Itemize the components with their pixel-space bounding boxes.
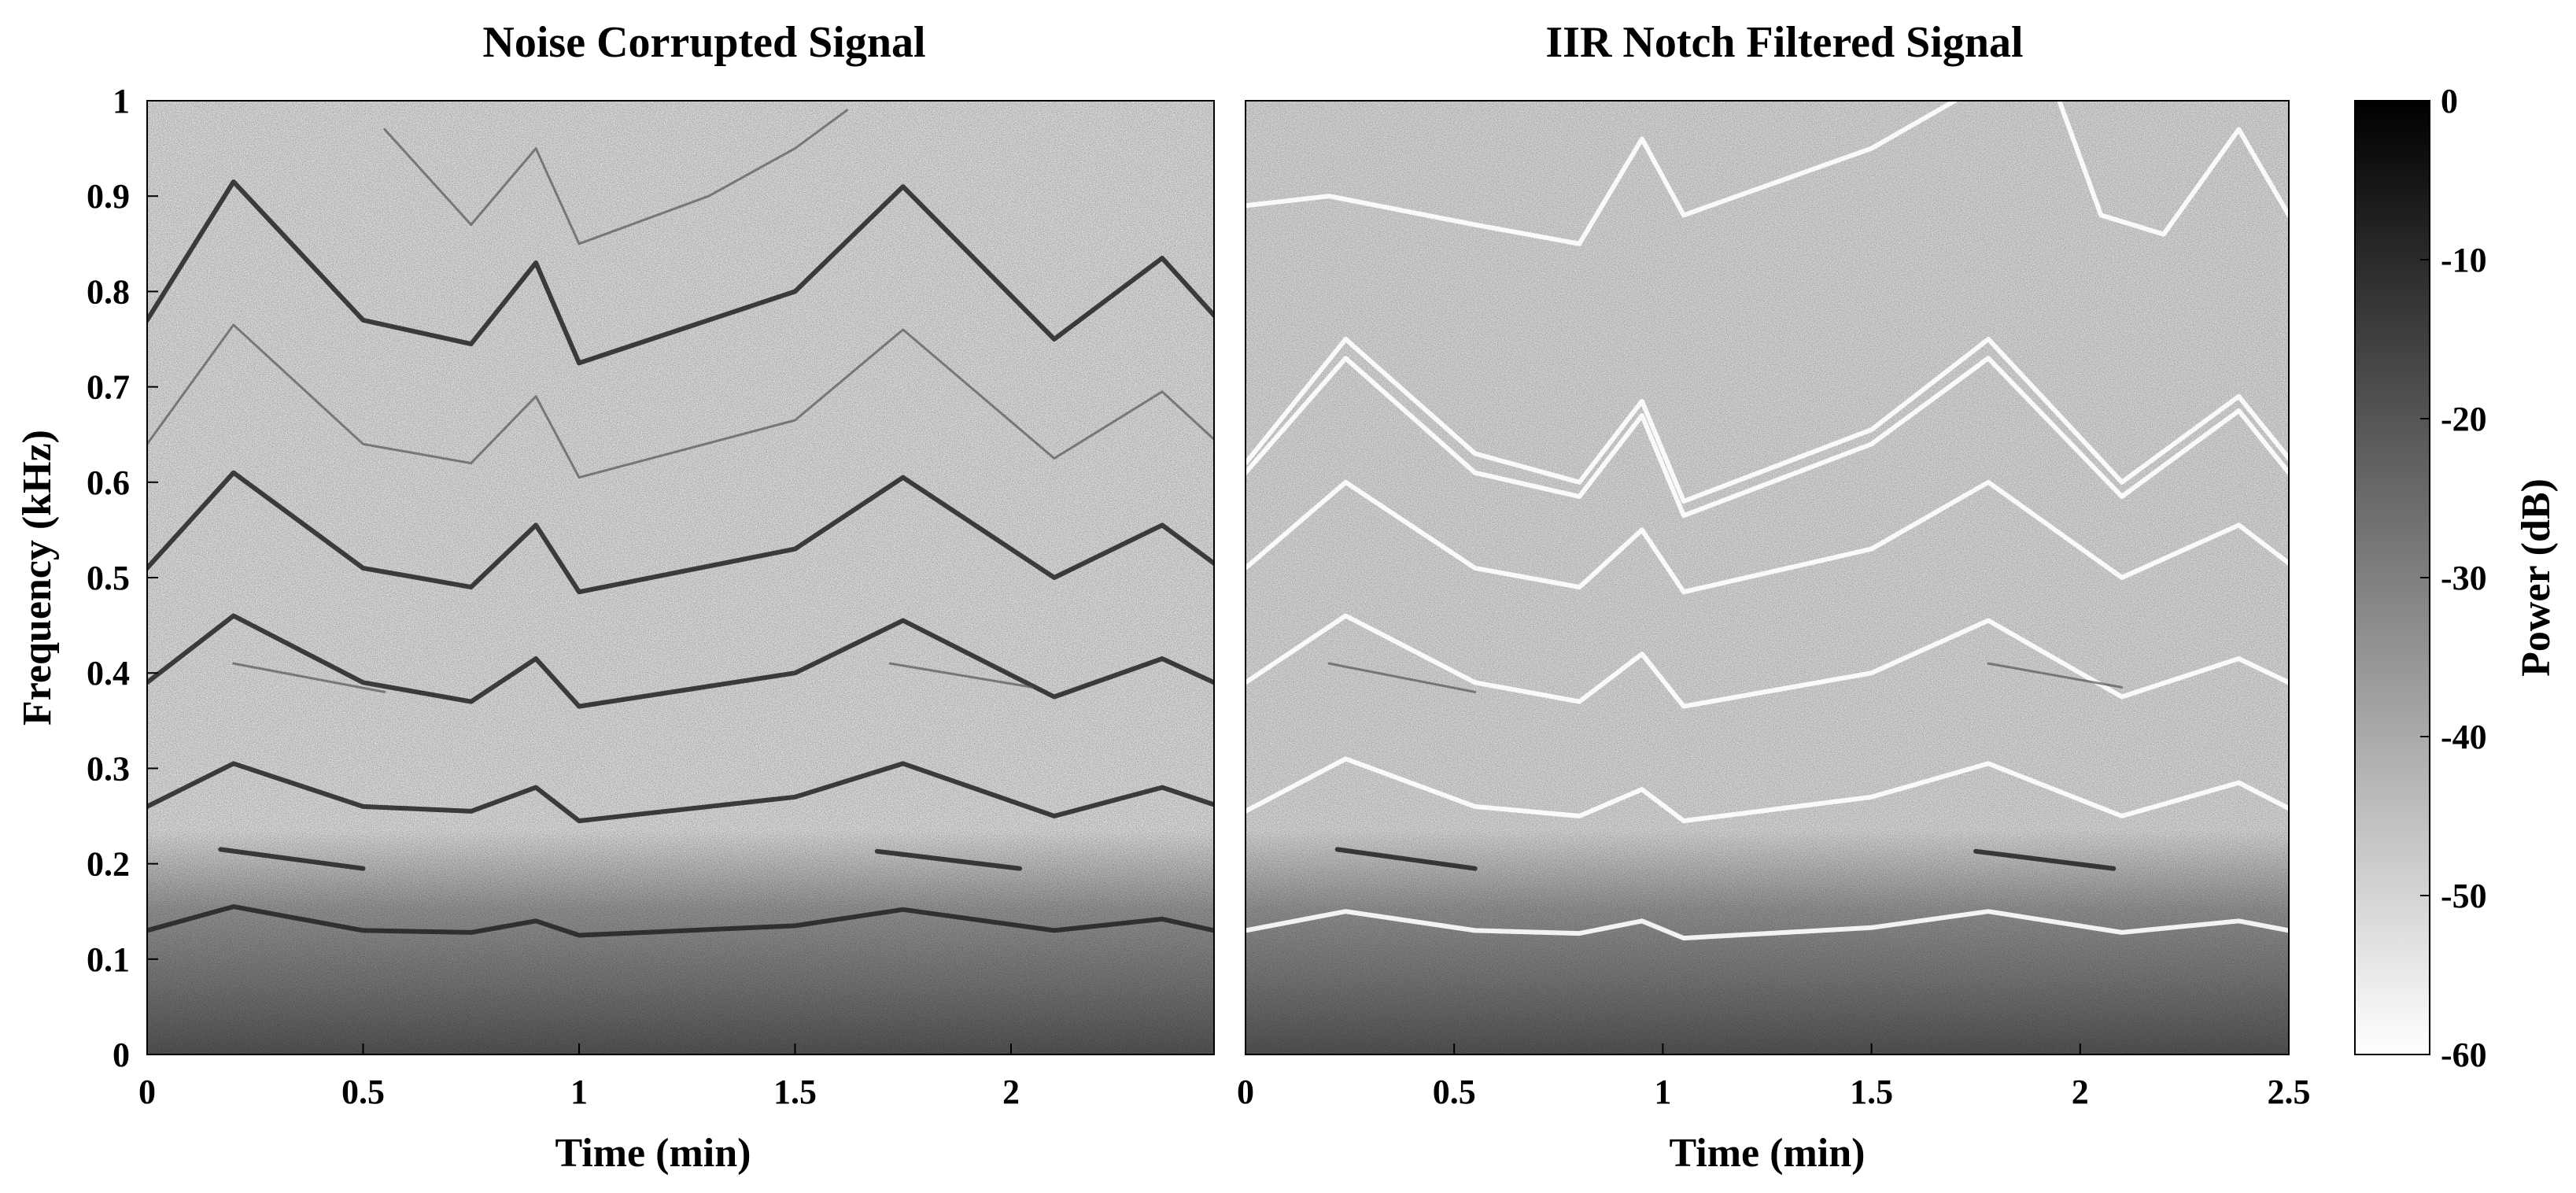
y-tick-label: 0.7	[87, 368, 130, 407]
y-tick-label: 0.1	[87, 940, 130, 979]
spectral-track	[1246, 479, 2289, 595]
y-tick-label: 1	[113, 82, 130, 120]
y-tick-label: 0.6	[87, 464, 130, 502]
colorbar-label: Power (dB)	[2514, 478, 2559, 677]
left-y-tick-labels: 0 0.1 0.2 0.3 0.4 0.5 0.6 0.7 0.8 0.9 1	[87, 82, 158, 1074]
right-noise-texture	[1246, 101, 2289, 1054]
colorbar-tick-label: -10	[2441, 241, 2487, 279]
y-tick-label: 0.3	[87, 749, 130, 788]
x-tick-label: 0	[1237, 1073, 1254, 1111]
right-panel-title: IIR Notch Filtered Signal	[1545, 18, 2023, 67]
right-spectrogram-panel: IIR Notch Filtered Signal 0 0.5 1 1.5 2 2.5 T…	[1237, 18, 2311, 1176]
spectral-track	[1246, 337, 2289, 504]
colorbar: 0 -10 -20 -30 -40 -50 -60 Power (dB)	[2354, 82, 2559, 1074]
y-tick-label: 0.2	[87, 845, 130, 884]
right-x-axis-label: Time (min)	[1670, 1131, 1866, 1176]
spectral-track	[147, 761, 1214, 824]
left-x-tick-labels: 0 0.5 1 1.5 2	[138, 1043, 1020, 1111]
x-tick-label: 2	[2072, 1073, 2089, 1111]
spectral-track	[1246, 613, 2289, 709]
colorbar-tick-labels: 0 -10 -20 -30 -40 -50 -60	[2420, 82, 2487, 1074]
y-tick-label: 0	[113, 1036, 130, 1074]
x-tick-label: 1.5	[773, 1073, 817, 1111]
left-x-axis-label: Time (min)	[555, 1131, 751, 1176]
spectral-track	[218, 847, 366, 871]
spectral-track	[147, 904, 1214, 938]
spectral-track	[147, 613, 1214, 709]
spectral-track	[1246, 101, 1958, 246]
colorbar-tick-label: -30	[2441, 559, 2487, 597]
spectral-track	[232, 662, 386, 693]
x-tick-label: 0.5	[1433, 1073, 1476, 1111]
left-noise-texture	[147, 101, 1214, 1054]
y-tick-label: 0.5	[87, 559, 130, 597]
spectral-track	[1246, 756, 2289, 824]
spectral-track	[1334, 847, 1478, 871]
x-tick-label: 1	[1654, 1073, 1671, 1111]
spectral-track	[1246, 356, 2289, 519]
spectral-track	[1973, 848, 2117, 871]
spectral-track	[147, 323, 1214, 479]
spectral-track	[1987, 662, 2124, 689]
x-tick-label: 0.5	[341, 1073, 385, 1111]
spectral-track	[1246, 909, 2289, 941]
colorbar-gradient	[2354, 100, 2430, 1055]
right-x-tick-labels: 0 0.5 1 1.5 2 2.5	[1237, 1043, 2311, 1111]
x-tick-label: 2.5	[2268, 1073, 2311, 1111]
left-y-axis-label: Frequency (kHz)	[15, 430, 60, 726]
right-spectral-tracks	[1246, 101, 2289, 941]
y-tick-label: 0.9	[87, 177, 130, 216]
x-tick-label: 1.5	[1850, 1073, 1893, 1111]
spectral-track	[383, 109, 848, 246]
spectral-track	[147, 470, 1214, 595]
spectral-track	[2057, 101, 2289, 237]
y-tick-label: 0.8	[87, 272, 130, 311]
x-tick-label: 0	[138, 1073, 156, 1111]
spectral-track	[888, 662, 1034, 689]
colorbar-tick-label: -60	[2441, 1036, 2487, 1074]
colorbar-tick-label: -50	[2441, 877, 2487, 915]
left-spectral-tracks	[147, 109, 1214, 938]
left-panel-title: Noise Corrupted Signal	[482, 18, 925, 67]
x-tick-label: 1	[570, 1073, 588, 1111]
right-plot-frame	[1245, 100, 2290, 1055]
left-spectrogram-panel: Noise Corrupted Signal 00.10.20.30.40.50…	[15, 18, 1215, 1176]
colorbar-tick-label: -40	[2441, 718, 2487, 756]
colorbar-tick-label: -20	[2441, 400, 2487, 438]
y-tick-label: 0.4	[87, 654, 130, 693]
colorbar-tick-label: 0	[2441, 82, 2458, 120]
spectral-track	[1327, 662, 1477, 693]
x-tick-label: 2	[1002, 1073, 1020, 1111]
spectral-track	[147, 179, 1214, 366]
spectral-track	[874, 848, 1022, 871]
